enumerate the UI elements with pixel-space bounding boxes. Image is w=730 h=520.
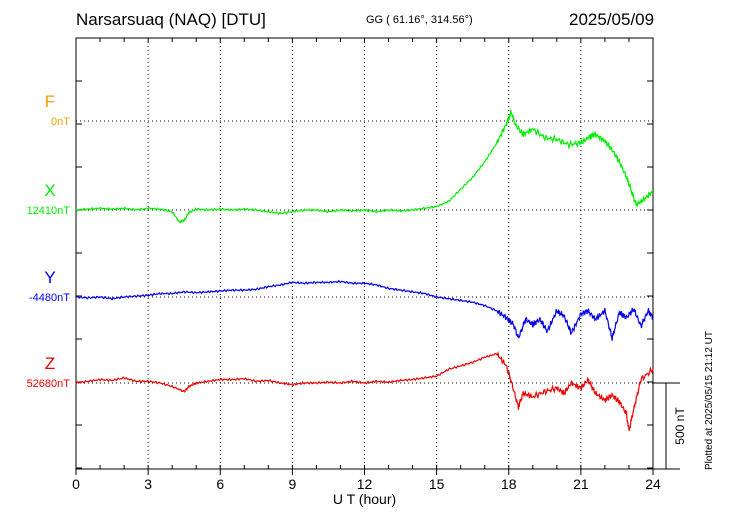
scale-bar-label: 500 nT	[673, 407, 687, 445]
x-tick-label: 3	[144, 476, 152, 492]
x-tick-label: 6	[216, 476, 224, 492]
station-title: Narsarsuaq (NAQ) [DTU]	[76, 10, 266, 29]
channel-name-f: F	[45, 92, 55, 111]
x-tick-label: 12	[357, 476, 373, 492]
channel-name-y: Y	[44, 268, 55, 287]
x-tick-label: 15	[429, 476, 445, 492]
channel-name-z: Z	[45, 354, 55, 373]
x-axis-label: U T (hour)	[333, 491, 396, 507]
baseline-label-x: 12410nT	[27, 205, 71, 217]
x-tick-label: 21	[573, 476, 589, 492]
x-tick-label: 0	[72, 476, 80, 492]
station-coordinates: GG ( 61.16°, 314.56°)	[366, 14, 473, 26]
baseline-label-y: -4480nT	[29, 292, 70, 304]
series-line-y	[75, 279, 654, 341]
x-tick-label: 24	[645, 476, 661, 492]
baseline-label-f: 0nT	[51, 116, 70, 128]
series-line-x	[75, 109, 653, 224]
x-tick-label: 9	[288, 476, 296, 492]
baseline-label-z: 52680nT	[27, 378, 71, 390]
series-line-z	[75, 351, 654, 431]
plot-date: 2025/05/09	[569, 10, 655, 29]
x-tick-label: 18	[501, 476, 517, 492]
channel-name-x: X	[44, 181, 55, 200]
